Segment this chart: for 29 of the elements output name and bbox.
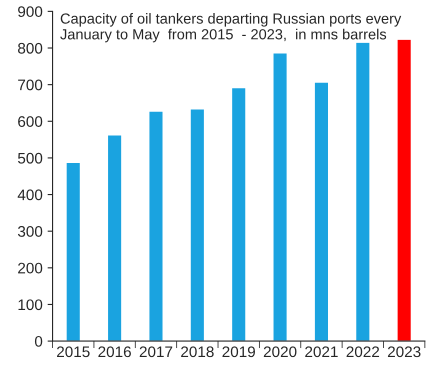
x-tick-label: 2016	[98, 346, 131, 358]
y-tick-label: 100	[18, 299, 42, 310]
y-tick-label: 900	[18, 6, 42, 18]
x-tick-label: 2021	[305, 346, 338, 358]
y-tick-label: 700	[18, 80, 42, 90]
y-tick-label: 300	[18, 226, 42, 237]
x-tick-label: 2018	[181, 346, 214, 358]
x-tick-label: 2017	[140, 346, 172, 358]
bar	[189, 108, 206, 342]
y-tick-label: 200	[18, 262, 42, 274]
bar	[396, 38, 412, 342]
x-tick-label: 2015	[57, 346, 90, 358]
x-tick-label: 2020	[264, 346, 296, 358]
y-tick-label: 500	[18, 152, 42, 164]
bar	[314, 81, 330, 342]
bar	[106, 134, 123, 342]
y-tick-label: 800	[18, 42, 42, 54]
y-tick-label: 0	[34, 336, 42, 347]
x-tick-label: 2019	[222, 346, 255, 358]
bar	[272, 52, 288, 342]
bar	[65, 162, 82, 342]
y-tick-label: 600	[18, 116, 42, 127]
x-tick-label: 2023	[388, 346, 420, 358]
text: Capacity of oil tankers departing Russian ports every January to May from 2015 - 2023, in mns barrels	[60, 13, 402, 42]
bar	[148, 110, 164, 342]
y-tick-label: 400	[18, 189, 42, 200]
bar	[230, 86, 247, 342]
x-tick-label: 2022	[346, 346, 380, 358]
bar	[354, 41, 371, 342]
